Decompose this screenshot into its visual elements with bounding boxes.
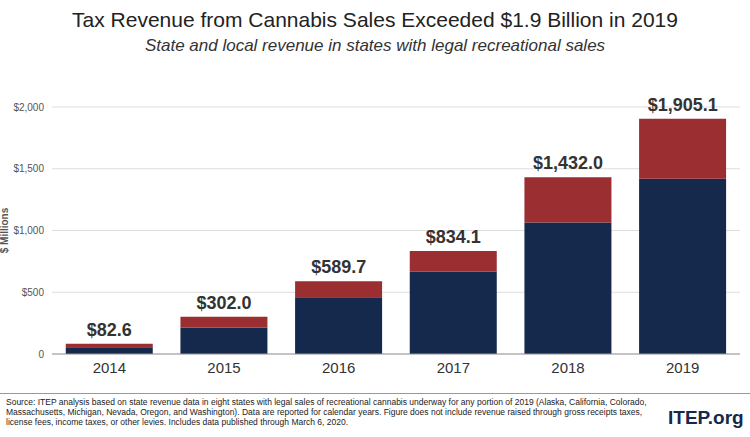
svg-text:2017: 2017 xyxy=(437,359,470,376)
svg-text:$1,432.0: $1,432.0 xyxy=(533,153,603,173)
svg-text:2019: 2019 xyxy=(666,359,699,376)
svg-text:2016: 2016 xyxy=(322,359,355,376)
svg-text:$1,500: $1,500 xyxy=(13,163,44,174)
svg-text:0: 0 xyxy=(38,349,44,360)
svg-text:2018: 2018 xyxy=(551,359,584,376)
svg-text:$2,000: $2,000 xyxy=(13,102,44,113)
svg-text:2014: 2014 xyxy=(93,359,126,376)
svg-text:$834.1: $834.1 xyxy=(426,227,481,247)
svg-text:$1,905.1: $1,905.1 xyxy=(648,95,718,115)
html-text:Source: ITEP analysis based on: Source: ITEP analysis based on state rev… xyxy=(6,397,647,427)
html-text:Tax Revenue from Cannabis Sale: Tax Revenue from Cannabis Sales Exceeded… xyxy=(72,8,678,31)
svg-text:$1,000: $1,000 xyxy=(13,225,44,236)
svg-text:$ Millions: $ Millions xyxy=(8,207,10,253)
svg-text:$302.0: $302.0 xyxy=(196,293,251,313)
svg-text:$589.7: $589.7 xyxy=(311,257,366,277)
html-text:State and local revenue in sta: State and local revenue in states with l… xyxy=(144,36,606,55)
svg-text:2015: 2015 xyxy=(207,359,240,376)
html-text:ITEP.org: ITEP.org xyxy=(668,407,744,428)
svg-text:$82.6: $82.6 xyxy=(87,320,132,340)
svg-text:$500: $500 xyxy=(22,287,45,298)
